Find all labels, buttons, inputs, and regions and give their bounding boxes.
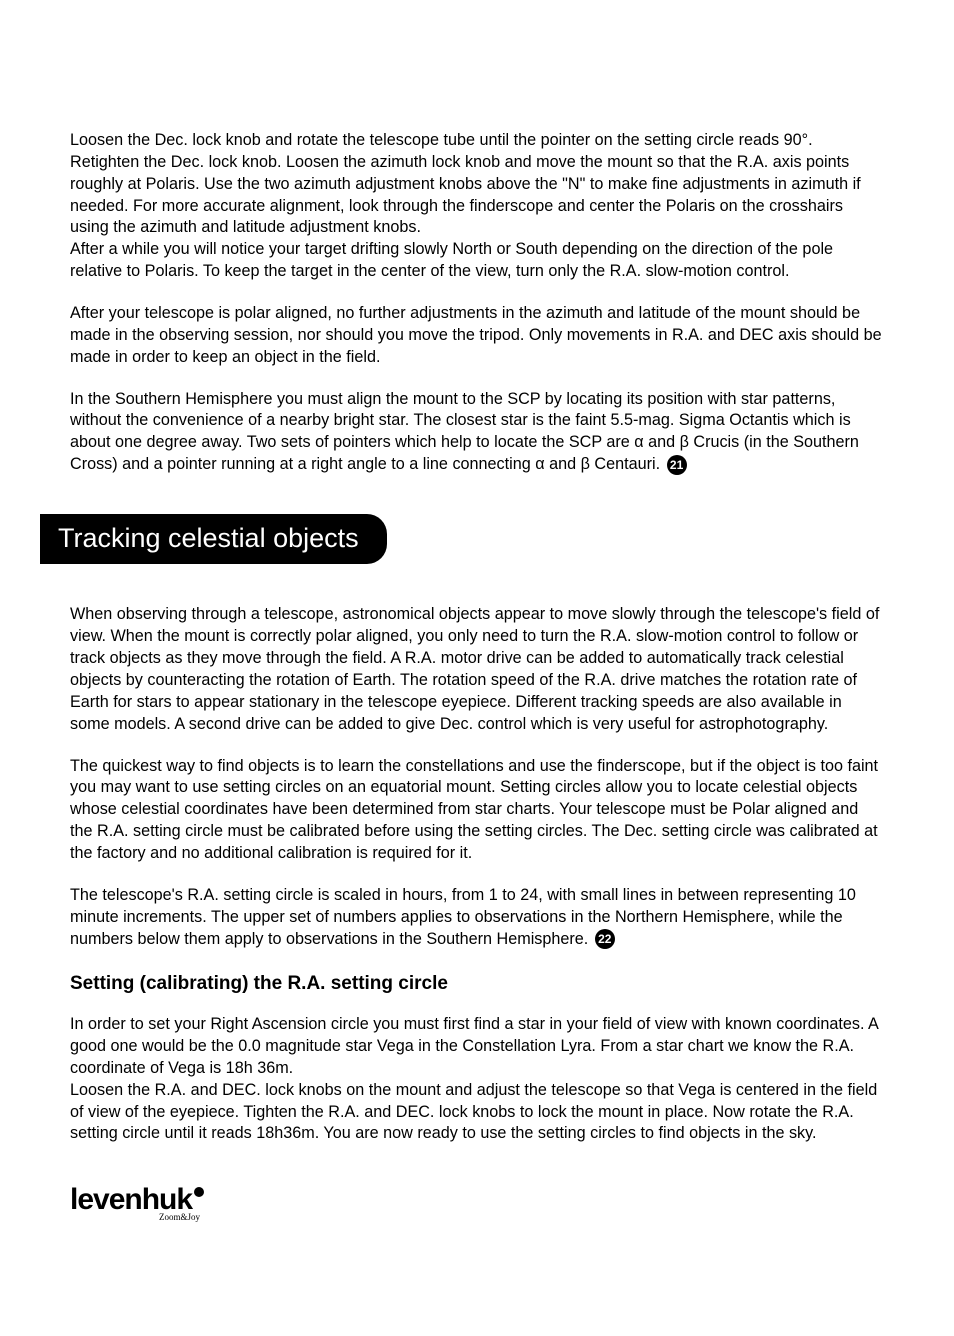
- section-header-tracking: Tracking celestial objects: [40, 514, 387, 564]
- paragraph-drift-correction: After a while you will notice your targe…: [70, 239, 884, 283]
- paragraph-southern-hemisphere-text: In the Southern Hemisphere you must alig…: [70, 390, 859, 474]
- paragraph-setting-circles: The quickest way to find objects is to l…: [70, 756, 884, 865]
- brand-logo-dot-icon: [194, 1187, 204, 1197]
- paragraph-southern-hemisphere: In the Southern Hemisphere you must alig…: [70, 389, 884, 476]
- paragraph-calibrate-step2: Loosen the R.A. and DEC. lock knobs on t…: [70, 1080, 884, 1146]
- paragraph-tracking-intro: When observing through a telescope, astr…: [70, 604, 884, 735]
- paragraph-no-further-adjust: After your telescope is polar aligned, n…: [70, 303, 884, 369]
- paragraph-ra-scale-text: The telescope's R.A. setting circle is s…: [70, 886, 856, 948]
- figure-ref-21-icon: 21: [667, 455, 687, 475]
- paragraph-calibrate-step1: In order to set your Right Ascension cir…: [70, 1014, 884, 1080]
- paragraph-ra-scale: The telescope's R.A. setting circle is s…: [70, 885, 884, 951]
- paragraph-polar-align-setup: Loosen the Dec. lock knob and rotate the…: [70, 130, 884, 239]
- brand-logo: levenhuk Zoom&Joy: [70, 1185, 204, 1215]
- subheading-calibrating-ra: Setting (calibrating) the R.A. setting c…: [70, 971, 884, 997]
- figure-ref-22-icon: 22: [595, 929, 615, 949]
- brand-logo-tagline: Zoom&Joy: [159, 1213, 200, 1222]
